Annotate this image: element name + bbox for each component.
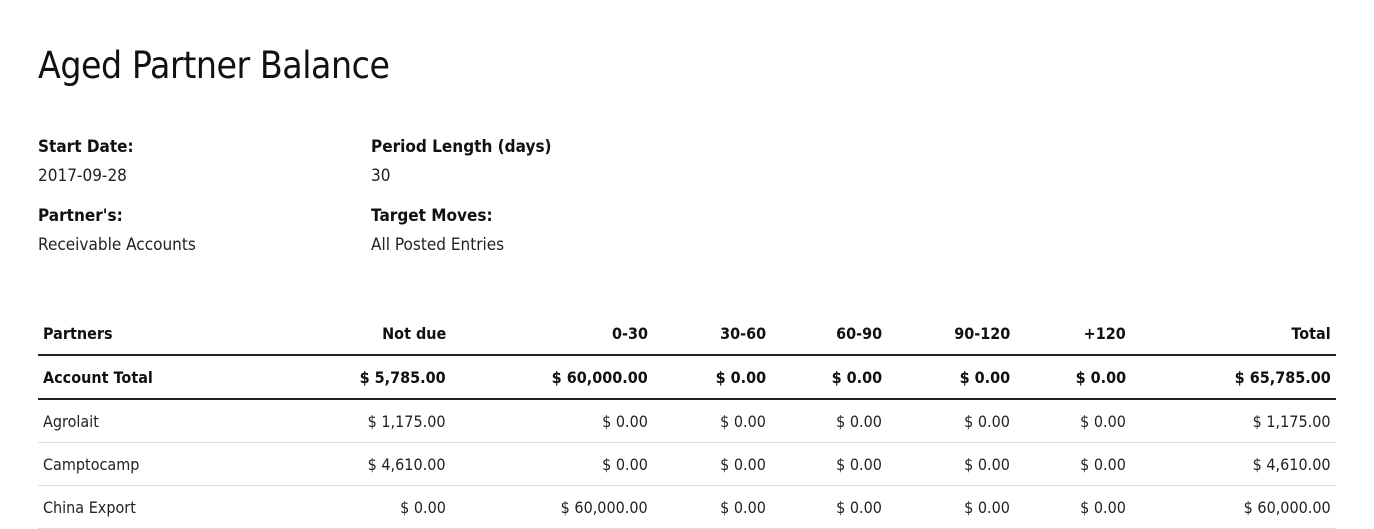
table-cell: $ 0.00 bbox=[771, 355, 887, 400]
target-moves-value: All Posted Entries bbox=[371, 235, 505, 255]
col-header-60-90: 60-90 bbox=[771, 313, 887, 356]
table-cell: $ 60,000.00 bbox=[451, 485, 653, 529]
table-cell: $ 0.00 bbox=[1015, 485, 1131, 529]
table-cell: $ 60,000.00 bbox=[1131, 485, 1336, 529]
table-row: Camptocamp $ 4,610.00 $ 0.00 $ 0.00 $ 0.… bbox=[38, 442, 1336, 486]
table-row: Agrolait $ 1,175.00 $ 0.00 $ 0.00 $ 0.00… bbox=[38, 399, 1336, 443]
table-cell: $ 0.00 bbox=[771, 485, 887, 529]
start-date-block: Start Date: 2017-09-28 bbox=[38, 137, 134, 186]
table-cell: $ 65,785.00 bbox=[1131, 355, 1336, 400]
col-header-30-60: 30-60 bbox=[653, 313, 771, 356]
period-length-value: 30 bbox=[371, 166, 391, 186]
partners-block: Partner's: Receivable Accounts bbox=[38, 206, 196, 255]
start-date-label: Start Date: bbox=[38, 137, 134, 157]
table-cell: $ 0.00 bbox=[1015, 399, 1131, 443]
col-header-total: Total bbox=[1131, 313, 1336, 356]
start-date-value: 2017-09-28 bbox=[38, 166, 127, 186]
col-header-90-120: 90-120 bbox=[887, 313, 1015, 356]
period-length-block: Period Length (days) 30 bbox=[371, 137, 552, 186]
partners-label: Partner's: bbox=[38, 206, 123, 226]
target-moves-block: Target Moves: All Posted Entries bbox=[371, 206, 504, 255]
table-cell: $ 0.00 bbox=[887, 442, 1015, 486]
col-header-0-30: 0-30 bbox=[451, 313, 653, 356]
table-cell: $ 0.00 bbox=[451, 399, 653, 443]
partner-name-cell: China Export bbox=[38, 485, 236, 529]
table-cell: $ 0.00 bbox=[887, 399, 1015, 443]
table-header-row: Partners Not due 0-30 30-60 60-90 90-120… bbox=[38, 313, 1336, 356]
table-cell: $ 0.00 bbox=[451, 442, 653, 486]
col-header-not-due: Not due bbox=[236, 313, 451, 356]
table-cell: $ 1,175.00 bbox=[236, 399, 451, 443]
table-cell: $ 0.00 bbox=[771, 399, 887, 443]
col-header-partners: Partners bbox=[38, 313, 236, 356]
account-total-row: Account Total $ 5,785.00 $ 60,000.00 $ 0… bbox=[38, 355, 1336, 400]
partner-name-cell: Agrolait bbox=[38, 399, 236, 443]
partners-value: Receivable Accounts bbox=[38, 235, 196, 255]
table-cell: $ 60,000.00 bbox=[451, 355, 653, 400]
aged-balance-table: Partners Not due 0-30 30-60 60-90 90-120… bbox=[38, 313, 1336, 529]
col-header-120-plus: +120 bbox=[1015, 313, 1131, 356]
table-cell: $ 0.00 bbox=[887, 355, 1015, 400]
table-cell: $ 1,175.00 bbox=[1131, 399, 1336, 443]
table-cell: Account Total bbox=[38, 355, 236, 400]
table-cell: $ 0.00 bbox=[236, 485, 451, 529]
table-cell: $ 0.00 bbox=[653, 399, 771, 443]
table-cell: $ 0.00 bbox=[771, 442, 887, 486]
table-cell: $ 4,610.00 bbox=[1131, 442, 1336, 486]
table-cell: $ 0.00 bbox=[1015, 355, 1131, 400]
table-cell: $ 5,785.00 bbox=[236, 355, 451, 400]
table-row: China Export $ 0.00 $ 60,000.00 $ 0.00 $… bbox=[38, 485, 1336, 529]
table-cell: $ 4,610.00 bbox=[236, 442, 451, 486]
page-title: Aged Partner Balance bbox=[38, 44, 390, 87]
partner-name-cell: Camptocamp bbox=[38, 442, 236, 486]
target-moves-label: Target Moves: bbox=[371, 206, 493, 226]
table-cell: $ 0.00 bbox=[887, 485, 1015, 529]
table-cell: $ 0.00 bbox=[653, 485, 771, 529]
table-cell: $ 0.00 bbox=[1015, 442, 1131, 486]
period-length-label: Period Length (days) bbox=[371, 137, 552, 157]
table-cell: $ 0.00 bbox=[653, 355, 771, 400]
table-cell: $ 0.00 bbox=[653, 442, 771, 486]
